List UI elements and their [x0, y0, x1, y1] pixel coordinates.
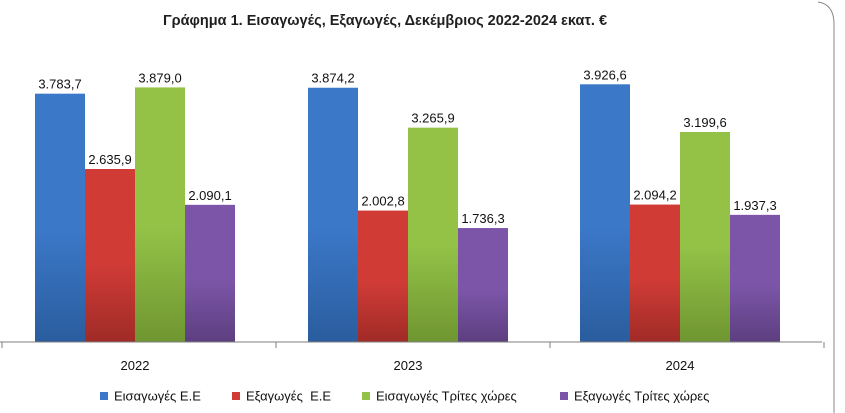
bar-2023-series-1: [308, 87, 358, 342]
legend-label-series-4: Εξαγωγές Τρίτες χώρες: [574, 389, 709, 404]
value-label-2023-series-2: 2.002,8: [361, 194, 404, 209]
bar-2024-series-2: [630, 204, 680, 342]
x-tick-label-2023: 2023: [394, 358, 423, 373]
value-label-2022-series-4: 2.090,1: [188, 188, 231, 203]
legend: Εισαγωγές Ε.Ε Εξαγωγές Ε.Ε Εισαγωγές Τρίτε…: [100, 389, 709, 404]
bar-2022-series-4: [185, 204, 235, 342]
value-label-2023-series-3: 3.265,9: [411, 111, 454, 126]
x-axis-ticks: 2022 2023 2024: [1, 342, 825, 373]
value-label-2023-series-1: 3.874,2: [311, 71, 354, 86]
legend-swatch-series-4: [560, 392, 568, 400]
value-label-2022-series-3: 3.879,0: [138, 70, 181, 85]
bar-2024-series-3: [680, 132, 730, 342]
value-label-2024-series-4: 1.937,3: [733, 198, 776, 213]
legend-swatch-series-3: [362, 392, 370, 400]
bars-group: [35, 84, 780, 342]
x-tick-label-2024: 2024: [666, 358, 695, 373]
value-label-2024-series-1: 3.926,6: [583, 67, 626, 82]
bar-2022-series-3: [135, 87, 185, 342]
value-label-2023-series-4: 1.736,3: [461, 211, 504, 226]
legend-label-series-1: Εισαγωγές Ε.Ε: [114, 389, 201, 404]
value-labels-group: 3.783,7 2.635,9 3.879,0 2.090,1 3.874,2 2.002…: [38, 67, 776, 226]
value-label-2022-series-2: 2.635,9: [88, 152, 131, 167]
chart-title: Γράφημα 1. Εισαγωγές, Εξαγωγές, Δεκέμβρι…: [163, 13, 607, 29]
value-label-2024-series-3: 3.199,6: [683, 115, 726, 130]
chart-frame: [817, 1, 835, 413]
value-label-2024-series-2: 2.094,2: [633, 188, 676, 203]
legend-label-series-2: Εξαγωγές Ε.Ε: [246, 389, 331, 404]
legend-swatch-series-1: [100, 392, 108, 400]
x-tick-label-2022: 2022: [121, 358, 150, 373]
bar-2024-series-4: [730, 214, 780, 342]
bar-2023-series-4: [458, 228, 508, 342]
legend-label-series-3: Εισαγωγές Τρίτες χώρες: [376, 389, 517, 404]
bar-2022-series-2: [85, 169, 135, 342]
bar-2023-series-2: [358, 210, 408, 342]
bar-2022-series-1: [35, 93, 85, 342]
bar-2024-series-1: [580, 84, 630, 342]
legend-swatch-series-2: [232, 392, 240, 400]
value-label-2022-series-1: 3.783,7: [38, 77, 81, 92]
bar-2023-series-3: [408, 127, 458, 342]
